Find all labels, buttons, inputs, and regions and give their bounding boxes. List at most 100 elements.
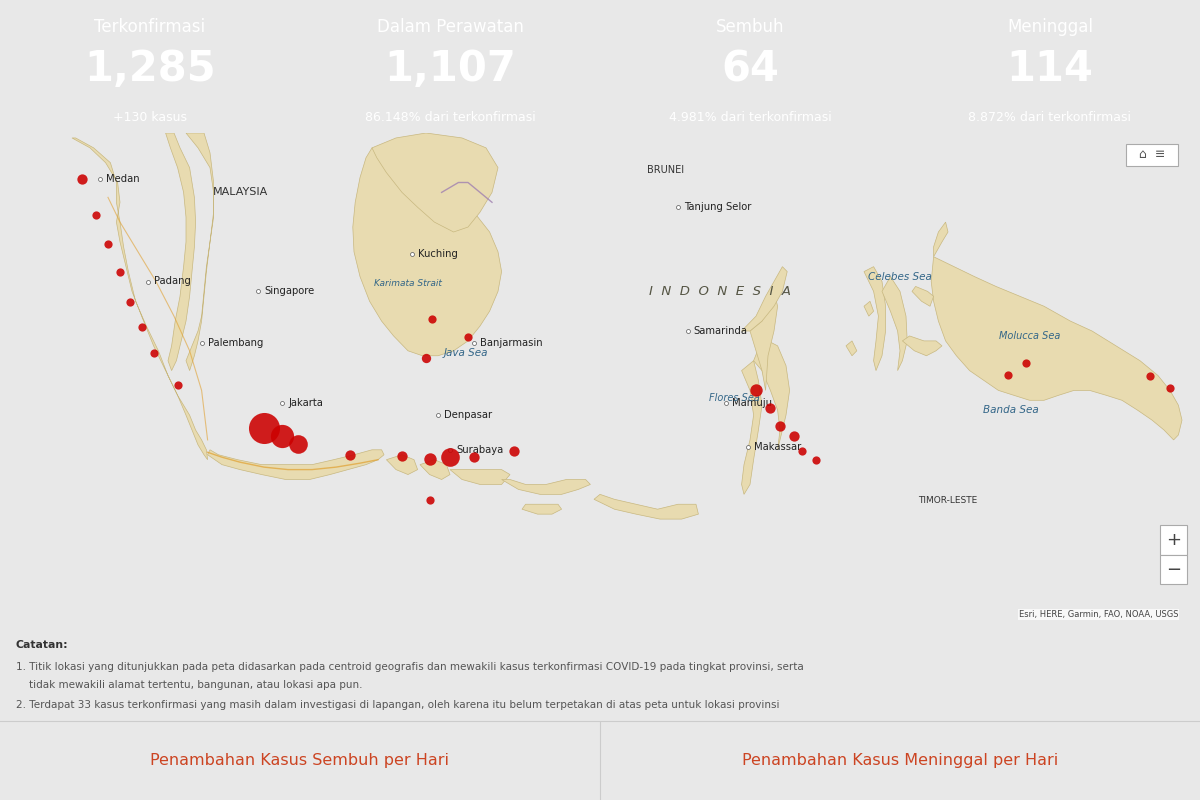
Polygon shape: [882, 277, 907, 370]
Point: [288, 438, 307, 450]
Point: [428, 409, 448, 422]
Polygon shape: [846, 341, 857, 356]
Text: Denpasar: Denpasar: [444, 410, 492, 420]
Point: [272, 430, 292, 442]
Polygon shape: [864, 302, 874, 316]
Polygon shape: [72, 138, 208, 460]
Point: [72, 172, 91, 185]
Text: BRUNEI: BRUNEI: [648, 165, 684, 175]
Text: Karimata Strait: Karimata Strait: [374, 279, 442, 289]
Text: 86.148% dari terkonfirmasi: 86.148% dari terkonfirmasi: [365, 110, 535, 123]
Point: [746, 384, 766, 397]
Point: [86, 208, 106, 221]
Point: [132, 321, 151, 334]
Text: MALAYSIA: MALAYSIA: [212, 187, 268, 198]
Text: Flores Sea: Flores Sea: [709, 393, 760, 403]
Text: Sembuh: Sembuh: [715, 18, 785, 35]
Point: [792, 444, 811, 457]
Point: [420, 494, 439, 506]
Point: [464, 451, 484, 464]
Point: [770, 420, 790, 433]
Point: [110, 266, 130, 278]
Text: I  N  D  O  N  E  S  I  A: I N D O N E S I A: [649, 285, 791, 298]
Point: [1140, 369, 1159, 382]
Point: [98, 238, 118, 250]
Text: TIMOR-LESTE: TIMOR-LESTE: [918, 496, 978, 505]
Text: 114: 114: [1007, 48, 1093, 90]
Point: [168, 379, 187, 392]
Text: 4.981% dari terkonfirmasi: 4.981% dari terkonfirmasi: [668, 110, 832, 123]
Point: [785, 430, 804, 442]
Text: Palembang: Palembang: [208, 338, 263, 348]
Polygon shape: [372, 133, 498, 232]
Point: [392, 450, 412, 462]
Polygon shape: [420, 460, 450, 479]
Text: Dalam Perawatan: Dalam Perawatan: [377, 18, 523, 35]
Polygon shape: [386, 454, 418, 474]
Text: Esri, HERE, Garmin, FAO, NOAA, USGS: Esri, HERE, Garmin, FAO, NOAA, USGS: [1019, 610, 1178, 619]
Point: [738, 441, 757, 454]
Text: Penambahan Kasus Meninggal per Hari: Penambahan Kasus Meninggal per Hari: [742, 753, 1058, 768]
Point: [420, 452, 439, 465]
Text: Banda Sea: Banda Sea: [983, 406, 1038, 415]
Point: [440, 451, 460, 464]
Text: 8.872% dari terkonfirmasi: 8.872% dari terkonfirmasi: [968, 110, 1132, 123]
Text: +: +: [1166, 531, 1181, 549]
Polygon shape: [353, 148, 502, 356]
Text: Makassar: Makassar: [754, 442, 800, 452]
Point: [192, 337, 211, 350]
Text: Celebes Sea: Celebes Sea: [868, 271, 932, 282]
Point: [402, 248, 421, 261]
Polygon shape: [186, 133, 214, 370]
Point: [761, 402, 780, 414]
Polygon shape: [754, 341, 790, 450]
Polygon shape: [166, 133, 196, 370]
Point: [1016, 357, 1036, 370]
Text: Singapore: Singapore: [264, 286, 314, 296]
Text: Terkonfirmasi: Terkonfirmasi: [95, 18, 205, 35]
Text: Padang: Padang: [154, 277, 191, 286]
Point: [120, 296, 139, 309]
Point: [464, 337, 484, 350]
Text: Mamuju: Mamuju: [732, 398, 772, 408]
Text: Catatan:: Catatan:: [16, 640, 68, 650]
Text: Medan: Medan: [106, 174, 139, 183]
Polygon shape: [902, 336, 942, 356]
Point: [998, 368, 1018, 381]
Text: ⌂  ≡: ⌂ ≡: [1130, 148, 1174, 162]
Point: [1160, 382, 1180, 394]
Text: 1,285: 1,285: [84, 48, 216, 90]
Point: [668, 201, 688, 214]
Text: +130 kasus: +130 kasus: [113, 110, 187, 123]
Polygon shape: [502, 479, 590, 494]
Point: [458, 330, 478, 343]
Point: [504, 444, 523, 457]
Text: Molucca Sea: Molucca Sea: [998, 331, 1061, 341]
Text: Surabaya: Surabaya: [456, 445, 503, 454]
Point: [144, 347, 163, 360]
Polygon shape: [912, 286, 934, 306]
Text: 2. Terdapat 33 kasus terkonfirmasi yang masih dalam investigasi di lapangan, ole: 2. Terdapat 33 kasus terkonfirmasi yang …: [16, 700, 779, 710]
Polygon shape: [594, 494, 698, 519]
Point: [716, 396, 736, 409]
Point: [416, 352, 436, 365]
Point: [422, 312, 442, 325]
Point: [440, 443, 460, 456]
Point: [90, 172, 109, 185]
Point: [254, 421, 274, 434]
Text: Tanjung Selor: Tanjung Selor: [684, 202, 751, 212]
Text: Meninggal: Meninggal: [1007, 18, 1093, 35]
Text: 1,107: 1,107: [384, 48, 516, 90]
Polygon shape: [742, 266, 787, 331]
Text: 64: 64: [721, 48, 779, 90]
Text: Kuching: Kuching: [418, 250, 457, 259]
Polygon shape: [742, 361, 762, 494]
Text: Jakarta: Jakarta: [288, 398, 323, 408]
Text: Java Sea: Java Sea: [443, 348, 488, 358]
Polygon shape: [450, 470, 510, 485]
Polygon shape: [934, 222, 948, 257]
Point: [806, 454, 826, 466]
Text: 1. Titik lokasi yang ditunjukkan pada peta didasarkan pada centroid geografis da: 1. Titik lokasi yang ditunjukkan pada pe…: [16, 662, 803, 671]
Text: Samarinda: Samarinda: [694, 326, 748, 336]
Polygon shape: [208, 450, 384, 479]
